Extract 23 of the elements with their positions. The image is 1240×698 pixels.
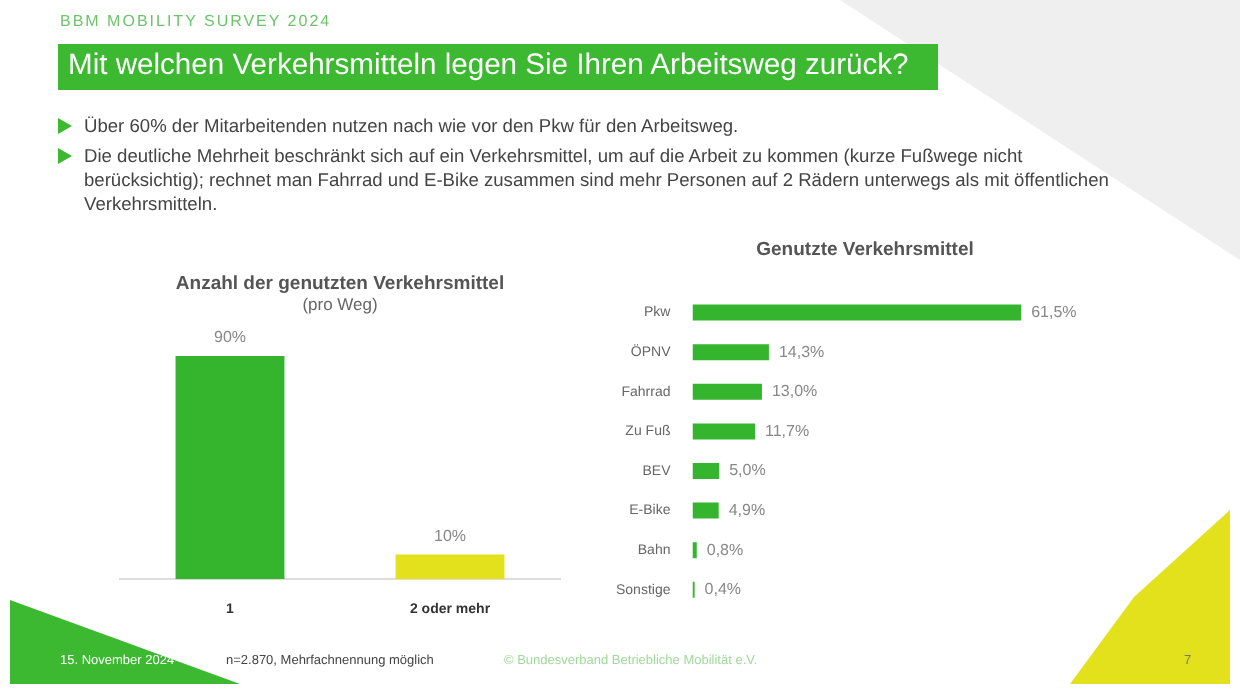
data-label: 5,0%: [729, 461, 766, 480]
data-label: 4,9%: [728, 501, 766, 520]
data-label: 0,4%: [704, 580, 742, 599]
chart-subtitle: (pro Weg): [302, 293, 378, 314]
bar: [692, 304, 1022, 321]
bar: [692, 502, 719, 519]
data-label: 13,0%: [771, 382, 818, 401]
chart-title: Genutzte Verkehrsmittel: [756, 238, 974, 261]
data-label: 90%: [213, 328, 247, 347]
text: Mit welchen Verkehrsmitteln legen Sie Ihren Arbeitsweg zurück?: [58, 44, 938, 90]
data-label: 14,3%: [778, 342, 825, 361]
bar: [692, 462, 720, 480]
chart-title: Anzahl der genutzten Verkehrsmittel: [175, 272, 505, 295]
data-label: 61,5%: [1031, 303, 1077, 322]
bar: [692, 383, 762, 400]
text: Über 60% der Mitarbeitenden nutzen nach wie vor den Pkw für den Arbeitsweg.: [84, 114, 741, 138]
data-label: 10%: [433, 526, 467, 545]
bar: [692, 344, 769, 361]
data-label: 0,8%: [706, 540, 744, 559]
data-label: 11,7%: [765, 421, 810, 440]
text: Die deutliche Mehrheit beschränkt sich auf ein Verkehrsmittel, um auf die Arbeit zu kommen (kurze Fußwege nicht berücksichtig); rechnet man Fahrrad und E-Bike zusammen sind mehr Personen auf 2 Rädern unterwegs als mit öffentlichen Verkehrsmitteln.: [84, 144, 1111, 216]
bar: [692, 423, 756, 440]
text: BBM MOBILITY SURVEY 2024: [60, 12, 332, 30]
